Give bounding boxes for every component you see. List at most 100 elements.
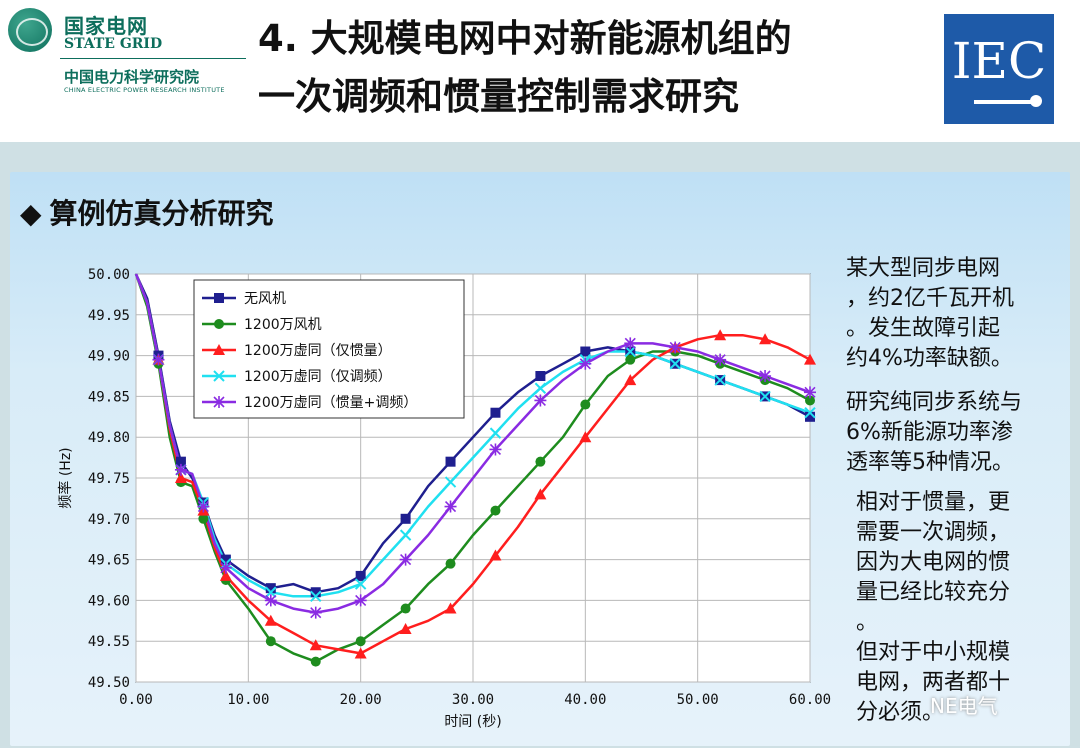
text-line: 。发生故障引起 [846, 316, 1001, 341]
data-point [579, 357, 592, 370]
text-line: 量已经比较充分 [856, 580, 1011, 605]
section-heading: ◆ 算例仿真分析研究 [20, 192, 274, 232]
text-line: 透率等5种情况。 [846, 450, 1014, 475]
title-line-1: 4. 大规模电网中对新能源机组的 [258, 17, 792, 60]
right-text-p2: 研究纯同步系统与 6%新能源功率渗 透率等5种情况。 [846, 388, 1022, 478]
data-point [534, 488, 547, 500]
text-line: 约4%功率缺额。 [846, 346, 1013, 371]
y-tick-label: 49.80 [88, 430, 130, 446]
text-line: 需要一次调频， [856, 520, 1011, 545]
section-title: 算例仿真分析研究 [49, 197, 274, 230]
x-tick-label: 10.00 [227, 692, 269, 708]
state-grid-logo: 国家电网 STATE GRID 中国电力科学研究院 CHINA ELECTRIC… [8, 8, 248, 98]
data-point [264, 594, 277, 607]
data-point [400, 513, 411, 524]
wechat-watermark: NE电气 [930, 694, 998, 718]
data-point [400, 603, 411, 614]
y-tick-label: 49.50 [88, 675, 130, 691]
text-line: 。 [856, 610, 879, 635]
slide-title: 4. 大规模电网中对新能源机组的 一次调频和惯量控制需求研究 [258, 10, 918, 126]
y-tick-label: 49.75 [88, 471, 130, 487]
data-point [265, 583, 276, 594]
data-point [489, 549, 502, 561]
data-point [805, 411, 815, 422]
data-point [444, 500, 457, 513]
y-tick-label: 49.70 [88, 512, 130, 528]
text-line: 因为大电网的惯 [856, 550, 1011, 575]
x-tick-label: 30.00 [452, 692, 494, 708]
data-point [310, 590, 322, 603]
data-point [579, 431, 592, 443]
y-tick-label: 49.60 [88, 593, 130, 609]
data-point [490, 407, 501, 418]
y-tick-label: 50.00 [88, 267, 130, 283]
legend-label: 1200万风机 [244, 317, 322, 333]
logo-cn: 国家电网 [64, 14, 148, 38]
data-point [580, 346, 591, 357]
data-point [489, 427, 502, 439]
data-point [444, 602, 457, 614]
data-point [213, 344, 225, 355]
data-point [624, 345, 636, 358]
data-point [309, 639, 322, 651]
data-point [355, 570, 366, 581]
data-point [174, 463, 187, 476]
text-line: 分必须。 [856, 700, 945, 725]
logo-en: STATE GRID [64, 36, 163, 52]
data-point [310, 656, 321, 667]
data-point [198, 513, 209, 524]
text-line: 某大型同步电网 [846, 256, 1001, 281]
institute-en: CHINA ELECTRIC POWER RESEARCH INSTITUTE [64, 86, 225, 94]
iec-logo-dot [1030, 95, 1042, 107]
data-point [714, 329, 727, 341]
data-point [759, 333, 772, 345]
x-tick-label: 50.00 [677, 692, 719, 708]
y-tick-label: 49.95 [88, 308, 130, 324]
data-point [804, 386, 816, 399]
legend-label: 1200万虚同（仅调频） [244, 369, 392, 385]
data-point [714, 374, 726, 386]
data-point [265, 586, 277, 598]
data-point [310, 587, 321, 598]
data-point [444, 476, 457, 488]
data-point [152, 353, 165, 366]
data-point [535, 456, 546, 467]
data-point [535, 371, 546, 381]
data-point [625, 354, 636, 365]
text-line: 相对于惯量，更 [856, 490, 1011, 515]
data-point [264, 614, 277, 626]
data-point [309, 606, 322, 619]
iec-logo-text: IEC [951, 32, 1047, 90]
data-point [219, 569, 232, 581]
title-line-2: 一次调频和惯量控制需求研究 [258, 75, 739, 118]
data-point [534, 382, 547, 394]
series-line [134, 273, 811, 614]
data-point [399, 622, 412, 634]
data-point [804, 407, 816, 419]
data-point [197, 500, 210, 513]
y-tick-label: 49.65 [88, 553, 130, 569]
data-point [213, 396, 225, 408]
data-point [534, 394, 547, 407]
y-axis-label: 频率 (Hz) [57, 447, 74, 508]
right-text-p1: 某大型同步电网 ，约2亿千瓦开机 。发生故障引起 约4%功率缺额。 [846, 254, 1014, 374]
series-line [134, 273, 811, 663]
legend-label: 1200万虚同（仅惯量） [244, 342, 392, 359]
x-tick-label: 60.00 [789, 692, 831, 708]
data-point [213, 370, 225, 382]
institute-cn: 中国电力科学研究院 [64, 68, 200, 86]
globe-icon [8, 8, 52, 52]
data-point [445, 456, 456, 467]
data-point [714, 353, 727, 366]
data-point [265, 636, 276, 647]
data-point [355, 636, 366, 647]
diamond-bullet-icon: ◆ [20, 197, 42, 230]
legend-box [193, 279, 465, 419]
data-point [175, 456, 186, 467]
text-line: 6%新能源功率渗 [846, 420, 1013, 445]
data-point [489, 443, 502, 456]
y-tick-label: 49.55 [88, 634, 130, 650]
data-point [354, 578, 367, 590]
iec-logo-bar [974, 100, 1034, 104]
data-point [214, 293, 224, 303]
